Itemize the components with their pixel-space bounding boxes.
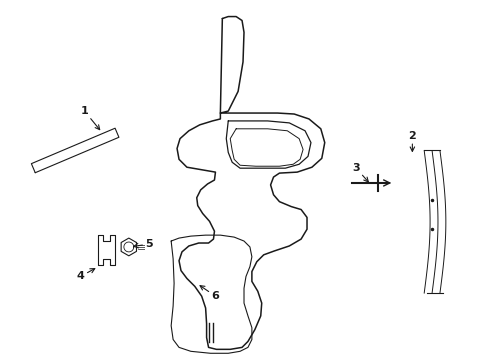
- Text: 1: 1: [81, 106, 100, 130]
- Text: 5: 5: [134, 239, 153, 249]
- Text: 4: 4: [77, 269, 95, 282]
- Text: 6: 6: [200, 285, 219, 301]
- Text: 3: 3: [352, 163, 367, 182]
- Text: 2: 2: [407, 131, 415, 151]
